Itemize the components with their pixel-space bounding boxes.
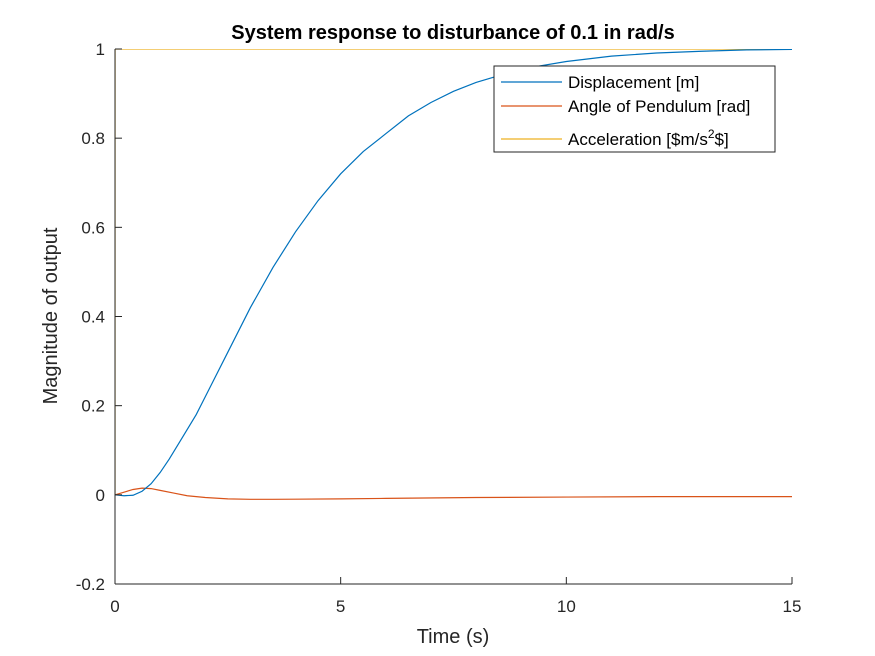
legend-entry: Angle of Pendulum [rad] (568, 97, 750, 116)
legend-entry-part: Acceleration [$m/s (568, 130, 708, 149)
y-tick-label: -0.2 (76, 575, 105, 594)
y-tick-label: 0 (96, 486, 105, 505)
series-line-displacement-m (115, 49, 792, 497)
y-axis-label: Magnitude of output (40, 227, 62, 404)
legend-entry-superscript: 2 (708, 127, 715, 141)
y-tick-label: 0.6 (81, 218, 105, 237)
y-tick-label: 0.4 (81, 308, 105, 327)
ticks: 0 5 10 15 -0.2 0 0.2 0.4 0.6 0.8 1 (76, 40, 802, 616)
y-tick-label: 1 (96, 40, 105, 59)
chart-title: System response to disturbance of 0.1 in… (231, 22, 674, 44)
y-tick-label: 0.2 (81, 397, 105, 416)
legend: Displacement [m] Angle of Pendulum [rad] A… (493, 65, 776, 153)
legend-entry-part: $] (715, 130, 729, 149)
x-tick-label: 10 (557, 597, 576, 616)
legend-entry: Acceleration [$m/s2$] (568, 127, 729, 149)
x-axis-label: Time (s) (417, 626, 490, 648)
legend-box (493, 65, 776, 153)
x-tick-label: 0 (110, 597, 119, 616)
series-line-angle-of-pendulum-rad (115, 487, 792, 500)
legend-entry: Displacement [m] (568, 73, 699, 92)
x-tick-label: 5 (336, 597, 345, 616)
y-tick-label: 0.8 (81, 129, 105, 148)
x-tick-label: 15 (783, 597, 802, 616)
